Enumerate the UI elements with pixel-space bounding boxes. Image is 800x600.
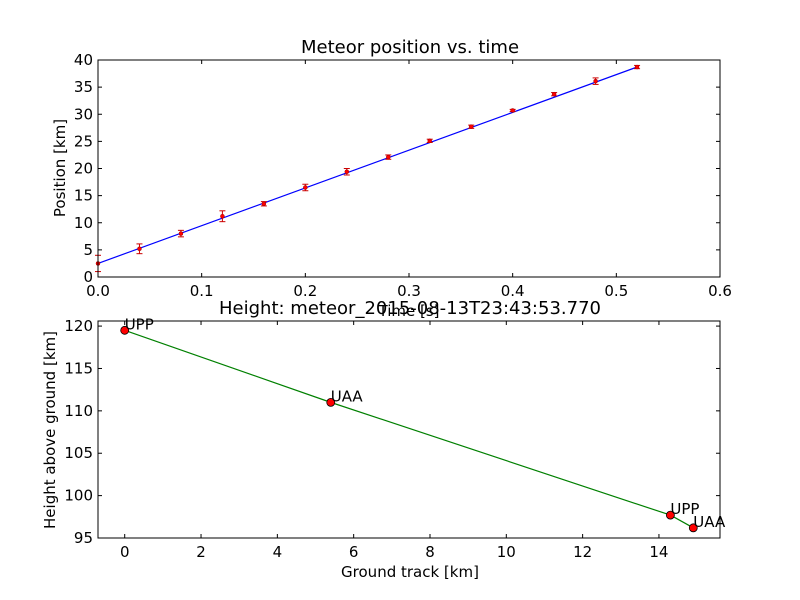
x-tick-label: 10: [497, 543, 516, 561]
x-tick-label: 0.6: [708, 282, 732, 300]
y-tick-label: 115: [64, 359, 93, 377]
station-label: UAA: [693, 513, 726, 531]
y-tick-label: 0: [83, 268, 93, 286]
data-point: [551, 91, 557, 97]
station-point: [688, 523, 698, 533]
position-chart-title: Meteor position vs. time: [301, 37, 519, 58]
data-point: [468, 124, 474, 129]
y-tick-label: 120: [64, 317, 93, 335]
height-chart-y-axis-title: Height above ground [km]: [41, 331, 59, 529]
position-chart-x-axis-title: Time [s]: [378, 302, 440, 320]
x-tick-label: 0.1: [190, 282, 214, 300]
position-chart-y-axis: 0 5 10 15 20 25 30 35 40: [74, 51, 720, 286]
height-chart-x-axis: 0 2 4 6 8 10 12 14: [120, 321, 668, 561]
y-tick-label: 5: [83, 241, 93, 259]
data-point: [634, 64, 640, 70]
data-point: [137, 246, 142, 252]
data-point: [261, 201, 267, 207]
y-tick-label: 30: [74, 105, 93, 123]
x-tick-label: 0.4: [501, 282, 525, 300]
y-tick-label: 100: [64, 487, 93, 505]
trajectory-line: [124, 329, 694, 529]
data-point: [593, 78, 598, 84]
data-point: [303, 185, 308, 190]
y-tick-label: 40: [74, 51, 93, 69]
height-chart-title: Height: meteor_2015-08-13T23:43:53.770: [219, 298, 601, 319]
y-tick-label: 110: [64, 402, 93, 420]
x-tick-label: 12: [573, 543, 592, 561]
y-tick-label: 25: [74, 132, 93, 150]
data-point: [220, 213, 225, 219]
fit-line: [97, 66, 638, 265]
y-tick-label: 20: [74, 160, 93, 178]
station-point: [120, 325, 130, 335]
position-chart-y-axis-title: Position [km]: [51, 119, 69, 217]
x-tick-label: 0.3: [397, 282, 421, 300]
station-label: UPP: [670, 500, 699, 518]
x-tick-label: 4: [273, 543, 283, 561]
x-tick-label: 0.2: [293, 282, 317, 300]
position-chart: Meteor position vs. time 0.0 0.1 0.2 0.3 0.4…: [51, 37, 732, 320]
y-tick-label: 35: [74, 78, 93, 96]
data-point: [386, 154, 391, 160]
x-tick-label: 0: [120, 543, 130, 561]
height-chart: Height: meteor_2015-08-13T23:43:53.770 U…: [41, 298, 726, 581]
data-point: [344, 169, 350, 175]
station-point: [665, 510, 675, 520]
data-point: [427, 138, 432, 144]
x-tick-label: 14: [649, 543, 668, 561]
station-label: UAA: [331, 387, 364, 405]
x-tick-label: 0.0: [86, 282, 110, 300]
y-tick-label: 15: [74, 187, 93, 205]
y-tick-label: 10: [74, 214, 93, 232]
y-tick-label: 105: [64, 444, 93, 462]
x-tick-label: 8: [425, 543, 435, 561]
height-chart-x-axis-title: Ground track [km]: [341, 563, 479, 581]
height-chart-y-axis: 95 100 105 110 115 120: [64, 317, 720, 547]
x-tick-label: 0.5: [604, 282, 628, 300]
station-label: UPP: [125, 315, 154, 333]
height-chart-frame: [97, 320, 721, 539]
y-tick-label: 95: [74, 529, 93, 547]
position-chart-plot-area: [95, 64, 641, 273]
x-tick-label: 2: [196, 543, 206, 561]
data-point: [178, 231, 184, 236]
x-tick-label: 6: [349, 543, 359, 561]
station-point: [326, 397, 336, 407]
data-point: [510, 108, 515, 113]
position-chart-x-axis: 0.0 0.1 0.2 0.3 0.4 0.5 0.6: [86, 60, 732, 300]
